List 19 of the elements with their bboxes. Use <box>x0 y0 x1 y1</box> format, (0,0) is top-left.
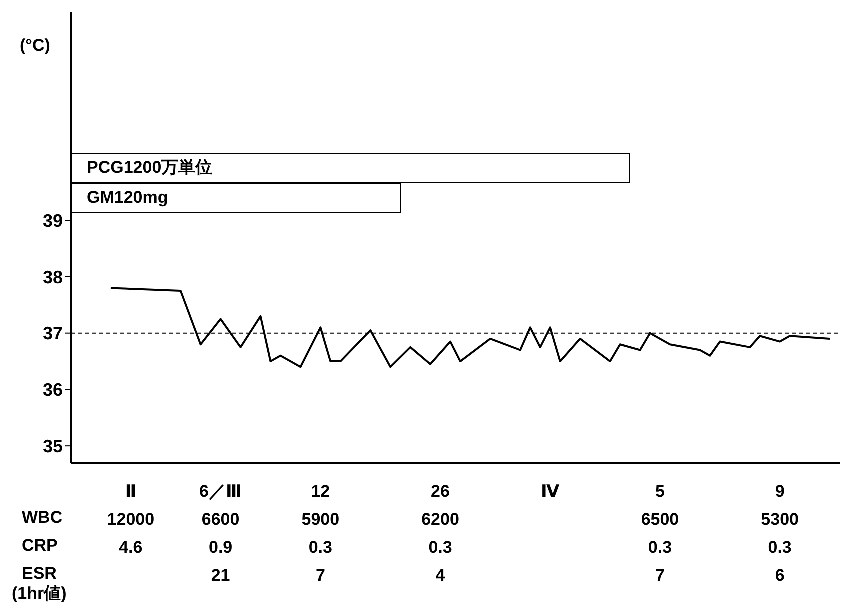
label-box: GM120mg <box>71 183 401 213</box>
text: (1hr値) <box>12 583 67 603</box>
y-tick-label: 38 <box>42 267 63 288</box>
x-tick-label: 12 5900 0.3 7 <box>302 482 340 585</box>
x-tick-label: 9 5300 0.3 6 <box>761 482 799 585</box>
y-tick-label: 37 <box>42 324 63 344</box>
x-tick-label: 5 6500 0.3 7 <box>641 482 680 585</box>
x-tick-label: Ⅱ 12000 4.6 <box>107 482 155 557</box>
y-tick-label: 36 <box>42 380 63 400</box>
y-tick-label: 35 <box>42 436 63 456</box>
x-tick-label: 26 6200 0.3 4 <box>422 482 460 585</box>
label-box: PCG1200万単位 <box>71 153 630 183</box>
y-axis-title: (°C) <box>20 36 50 56</box>
x-tick-label: Ⅳ <box>541 482 560 501</box>
y-tick-label: 39 <box>42 210 63 231</box>
text: CRP <box>22 536 58 556</box>
x-tick-label: 6／Ⅲ 6600 0.9 21 <box>200 482 242 585</box>
text: ESR <box>22 564 57 584</box>
text: WBC <box>22 508 63 528</box>
